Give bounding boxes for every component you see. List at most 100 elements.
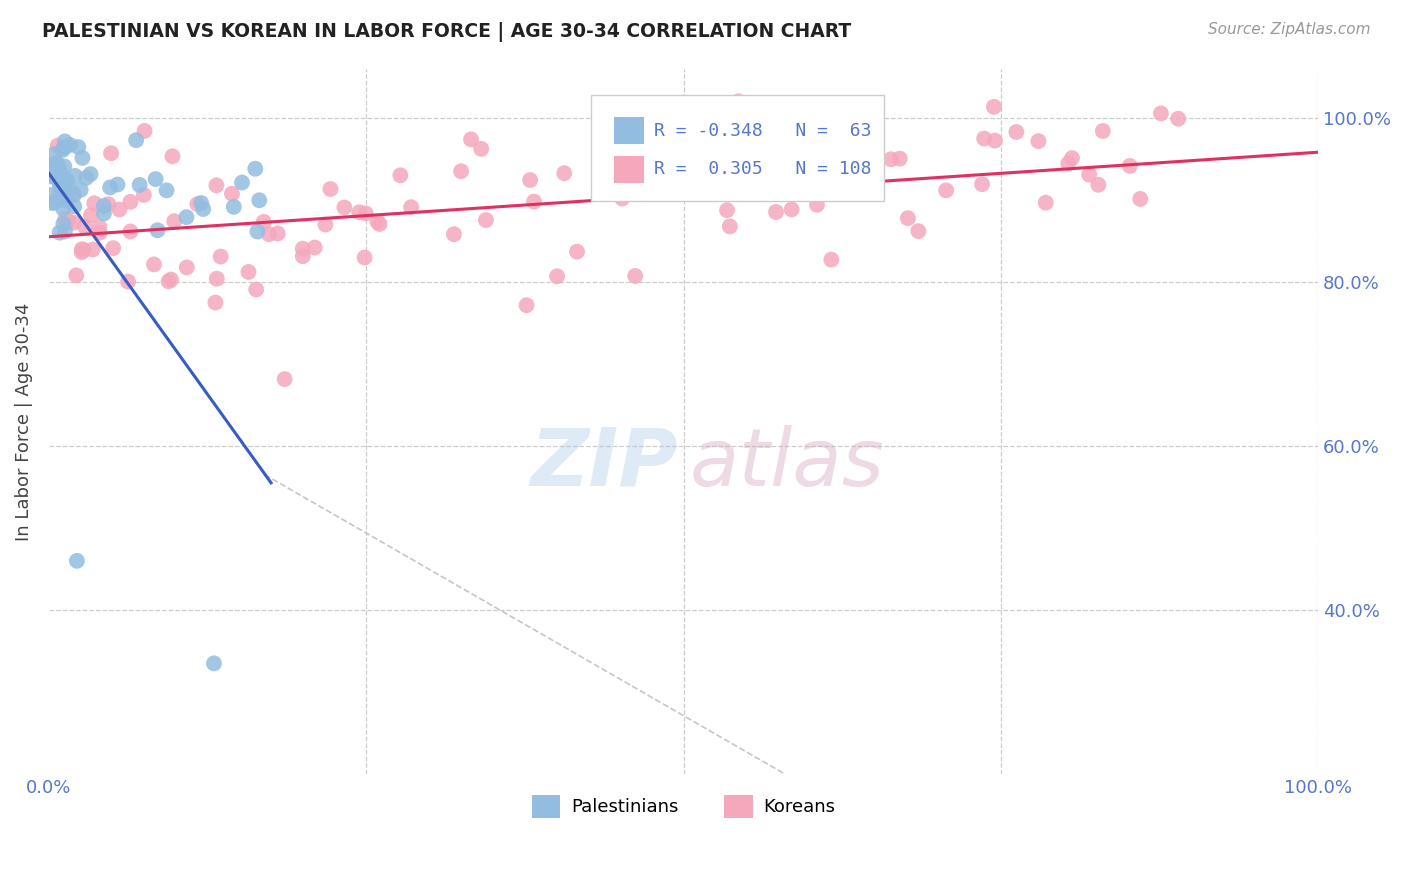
Point [291, 242, 314, 256]
Point [209, 250, 232, 264]
Point [1060, 151, 1083, 165]
Point [1150, 106, 1173, 120]
Point [44, 147, 66, 161]
Point [46, 138, 69, 153]
Point [62, 216, 84, 230]
Point [366, 215, 388, 229]
Point [66, 554, 89, 568]
Point [93, 206, 115, 220]
Point [246, 225, 269, 239]
Legend: Palestinians, Koreans: Palestinians, Koreans [524, 788, 842, 825]
Point [63, 199, 86, 213]
Point [107, 178, 129, 192]
Point [368, 217, 391, 231]
Point [1091, 124, 1114, 138]
Point [134, 124, 156, 138]
Point [53, 135, 76, 149]
Point [820, 252, 842, 267]
Point [880, 153, 903, 167]
FancyBboxPatch shape [614, 117, 644, 144]
Point [160, 272, 183, 286]
Point [48, 165, 70, 179]
Point [82, 243, 104, 257]
Point [59, 138, 82, 153]
Point [58, 180, 80, 194]
Point [718, 180, 741, 194]
Point [984, 134, 1007, 148]
Point [273, 372, 295, 386]
Point [245, 283, 267, 297]
Point [62, 187, 84, 202]
Point [46, 190, 69, 204]
Point [716, 203, 738, 218]
Text: atlas: atlas [690, 425, 884, 503]
Point [553, 166, 575, 180]
Point [806, 184, 828, 198]
Point [117, 275, 139, 289]
Point [70, 245, 93, 260]
Point [52, 143, 75, 157]
Point [333, 201, 356, 215]
Point [162, 149, 184, 163]
Point [304, 241, 326, 255]
Point [100, 146, 122, 161]
Point [67, 140, 90, 154]
Point [648, 182, 671, 196]
Point [221, 186, 243, 201]
Point [475, 213, 498, 227]
Point [889, 152, 911, 166]
Point [222, 200, 245, 214]
Point [157, 274, 180, 288]
Point [89, 220, 111, 235]
Point [52, 217, 75, 231]
Point [53, 211, 76, 226]
Point [97, 197, 120, 211]
Text: PALESTINIAN VS KOREAN IN LABOR FORCE | AGE 30-34 CORRELATION CHART: PALESTINIAN VS KOREAN IN LABOR FORCE | A… [42, 22, 852, 42]
Point [155, 183, 177, 197]
Point [519, 173, 541, 187]
Point [1028, 134, 1050, 148]
Point [515, 298, 537, 312]
Point [53, 224, 76, 238]
Point [460, 132, 482, 146]
Point [48, 163, 70, 178]
Point [319, 182, 342, 196]
Point [253, 215, 276, 229]
Point [756, 179, 779, 194]
Point [727, 95, 749, 109]
Point [39, 158, 62, 172]
Point [120, 194, 142, 209]
Point [75, 170, 97, 185]
Point [267, 227, 290, 241]
Point [56, 173, 79, 187]
Point [145, 172, 167, 186]
Point [83, 196, 105, 211]
Point [45, 159, 67, 173]
Point [546, 269, 568, 284]
Point [125, 133, 148, 147]
Point [450, 164, 472, 178]
Text: R =  0.305   N = 108: R = 0.305 N = 108 [654, 161, 872, 178]
Point [624, 268, 647, 283]
Point [79, 167, 101, 181]
Point [132, 188, 155, 202]
Point [353, 251, 375, 265]
Point [120, 224, 142, 238]
Point [1035, 195, 1057, 210]
Point [63, 187, 86, 202]
Point [142, 257, 165, 271]
Point [702, 123, 724, 137]
Point [247, 194, 270, 208]
Point [231, 176, 253, 190]
Point [780, 202, 803, 217]
Point [44, 158, 66, 172]
Point [193, 202, 215, 216]
Point [205, 271, 228, 285]
Point [1129, 192, 1152, 206]
Point [69, 183, 91, 197]
Point [48, 226, 70, 240]
Point [108, 202, 131, 217]
Point [935, 183, 957, 197]
Point [38, 188, 60, 202]
Point [806, 198, 828, 212]
